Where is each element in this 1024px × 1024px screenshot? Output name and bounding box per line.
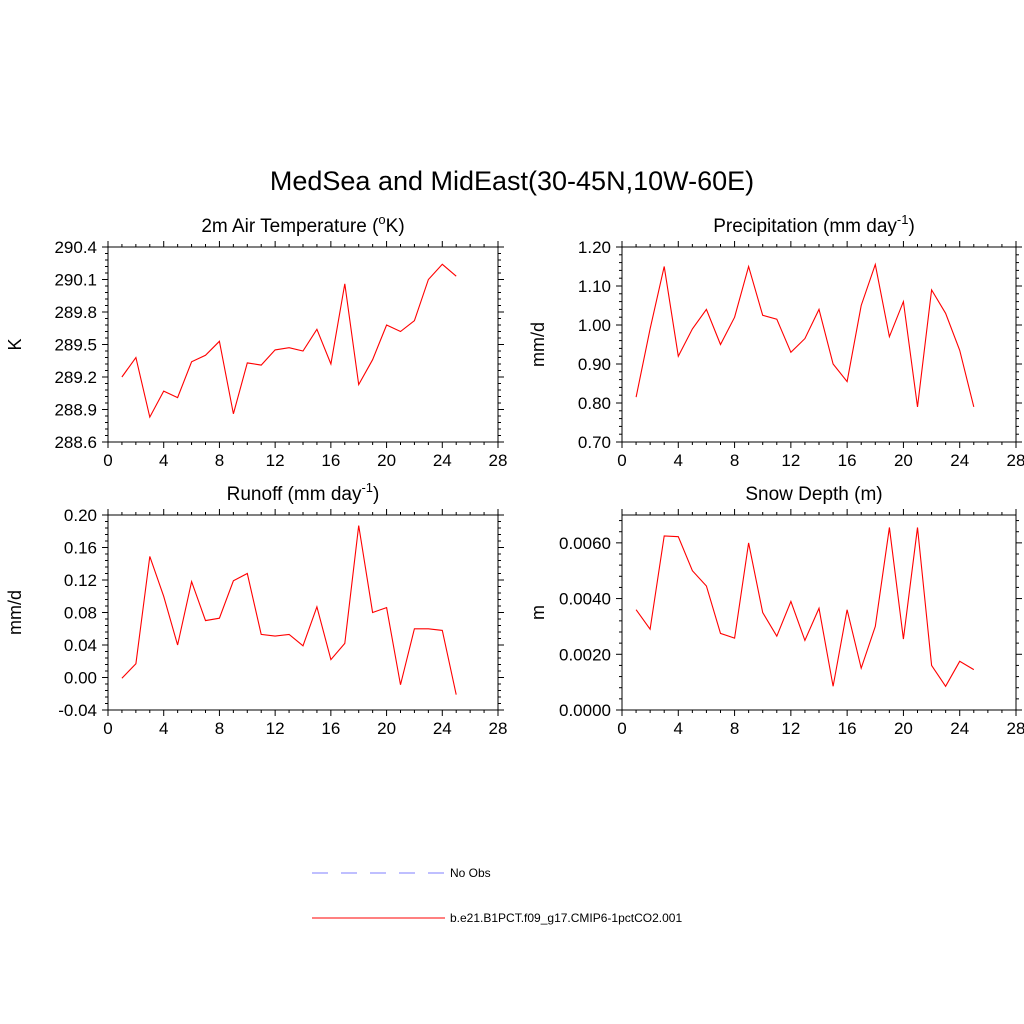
x-tick-label: 20 (377, 719, 396, 738)
x-tick-label: 20 (894, 719, 913, 738)
y-tick-label: 289.8 (54, 303, 97, 322)
y-tick-label: -0.04 (58, 701, 97, 720)
y-tick-label: 289.5 (54, 336, 97, 355)
x-tick-label: 28 (489, 719, 508, 738)
x-tick-label: 4 (159, 451, 168, 470)
x-tick-label: 16 (838, 451, 857, 470)
series-line (121, 263, 457, 419)
x-tick-label: 12 (266, 719, 285, 738)
y-axis-label: K (5, 338, 25, 350)
x-tick-label: 8 (215, 719, 224, 738)
x-tick-label: 24 (433, 451, 452, 470)
y-tick-label: 1.00 (578, 316, 611, 335)
x-tick-label: 0 (103, 451, 112, 470)
x-tick-label: 0 (103, 719, 112, 738)
y-axis-label: mm/d (528, 322, 548, 367)
legend: No Obs b.e21.B1PCT.f09_g17.CMIP6-1pctCO2… (312, 866, 682, 925)
y-axis-label: mm/d (5, 590, 25, 635)
panel-title: Snow Depth (m) (745, 484, 882, 505)
x-tick-label: 28 (1007, 451, 1024, 470)
y-tick-label: 1.20 (578, 238, 611, 257)
y-tick-label: 0.0020 (559, 645, 611, 664)
figure-title: MedSea and MidEast(30-45N,10W-60E) (270, 166, 754, 196)
x-tick-label: 24 (433, 719, 452, 738)
y-tick-label: 0.0060 (559, 534, 611, 553)
y-tick-label: 0.16 (64, 539, 97, 558)
y-tick-label: 0.0000 (559, 701, 611, 720)
x-tick-label: 12 (266, 451, 285, 470)
x-tick-label: 0 (617, 451, 626, 470)
y-tick-label: 0.20 (64, 506, 97, 525)
x-tick-label: 12 (781, 451, 800, 470)
y-tick-label: 0.0040 (559, 590, 611, 609)
chart-panel-4: 0 4 8 12 16 20 24 28 0.0000 0.0020 0.0040 0.0060 Sno… (528, 484, 1024, 738)
y-tick-label: 0.12 (64, 571, 97, 590)
x-tick-label: 8 (730, 451, 739, 470)
panels: 0 4 8 12 16 20 24 28 288.6 288.9 289.2 289.5 289.8 29… (5, 212, 1024, 738)
x-tick-label: 28 (489, 451, 508, 470)
series-line (635, 527, 975, 688)
x-tick-label: 8 (730, 719, 739, 738)
series-line (635, 262, 975, 408)
x-tick-label: 28 (1007, 719, 1024, 738)
panel-title: Precipitation (mm day-1) (713, 212, 915, 237)
series-line (121, 525, 457, 695)
x-tick-label: 16 (321, 719, 340, 738)
y-axis-label: m (528, 605, 548, 620)
legend-label-model: b.e21.B1PCT.f09_g17.CMIP6-1pctCO2.001 (450, 911, 682, 925)
x-tick-label: 16 (838, 719, 857, 738)
y-tick-label: 0.00 (64, 669, 97, 688)
chart-panel-3: 0 4 8 12 16 20 24 28 -0.04 0.00 0.04 0.08 0.12 0.16 0.… (5, 480, 507, 738)
x-tick-label: 16 (321, 451, 340, 470)
x-tick-label: 4 (674, 451, 683, 470)
panel-title: 2m Air Temperature (oK) (201, 212, 404, 237)
y-tick-label: 0.70 (578, 433, 611, 452)
x-tick-label: 24 (950, 719, 969, 738)
y-tick-label: 290.1 (54, 271, 97, 290)
x-tick-label: 20 (894, 451, 913, 470)
x-tick-label: 24 (950, 451, 969, 470)
y-tick-label: 289.2 (54, 368, 97, 387)
x-tick-label: 0 (617, 719, 626, 738)
y-tick-label: 1.10 (578, 277, 611, 296)
chart-panel-1: 0 4 8 12 16 20 24 28 288.6 288.9 289.2 289.5 289.8 29… (5, 212, 507, 470)
y-tick-label: 288.9 (54, 401, 97, 420)
x-tick-label: 4 (674, 719, 683, 738)
panel-title: Runoff (mm day-1) (227, 480, 380, 505)
legend-label-no-obs: No Obs (450, 866, 491, 880)
y-tick-label: 0.90 (578, 355, 611, 374)
x-tick-label: 4 (159, 719, 168, 738)
y-tick-label: 0.80 (578, 394, 611, 413)
y-tick-label: 290.4 (54, 238, 97, 257)
y-tick-label: 288.6 (54, 433, 97, 452)
plot-frame (107, 514, 499, 711)
x-tick-label: 20 (377, 451, 396, 470)
x-tick-label: 12 (781, 719, 800, 738)
plot-frame (107, 246, 499, 443)
y-tick-label: 0.08 (64, 604, 97, 623)
y-tick-label: 0.04 (64, 636, 97, 655)
x-tick-label: 8 (215, 451, 224, 470)
chart-panel-2: 0 4 8 12 16 20 24 28 0.70 0.80 0.90 1.00 1.10 1.20 Pre… (528, 212, 1024, 470)
plot-frame (621, 246, 1017, 443)
